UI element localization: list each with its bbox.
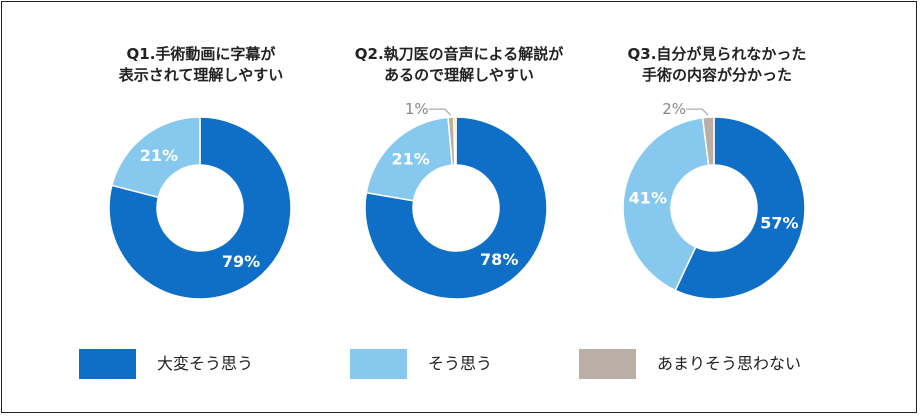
- title-line: あるので理解しやすい: [384, 66, 534, 84]
- legend-label-disagree: あまりそう思わない: [657, 354, 802, 373]
- chart-title-q3: Q3.自分が見られなかった 手術の内容が分かった: [587, 44, 847, 86]
- leader-line: [428, 108, 452, 116]
- slice-label: 21%: [391, 150, 429, 169]
- donut-slice: [701, 116, 715, 167]
- slice-label: 78%: [480, 250, 518, 269]
- slice-label: 57%: [760, 214, 798, 233]
- donut-slice: [110, 116, 201, 199]
- slice-label: 41%: [629, 189, 667, 208]
- legend-swatch-strongly-agree: [79, 349, 136, 379]
- title-line: 表示されて理解しやすい: [118, 66, 284, 84]
- chart-title-q1: Q1.手術動画に字幕が 表示されて理解しやすい: [71, 44, 331, 86]
- donut-slice: [674, 116, 806, 300]
- legend-swatch-disagree: [579, 349, 636, 379]
- donut-slice: [452, 116, 457, 166]
- title-line: Q2.執刀医の音声による解説が: [354, 45, 564, 63]
- slice-label: 79%: [222, 252, 260, 271]
- legend-swatch-agree: [350, 349, 407, 379]
- leader-line: [686, 108, 709, 116]
- chart-title-q2: Q2.執刀医の音声による解説が あるので理解しやすい: [329, 44, 589, 86]
- donut-slice: [108, 116, 292, 300]
- slice-label: 21%: [140, 146, 178, 165]
- donut-slice: [364, 116, 548, 300]
- title-line: Q3.自分が見られなかった: [627, 45, 807, 63]
- title-line: Q1.手術動画に字幕が: [126, 45, 276, 63]
- title-line: 手術の内容が分かった: [641, 66, 792, 84]
- donut-slice: [622, 116, 710, 292]
- legend-label-agree: そう思う: [428, 354, 493, 373]
- slice-label: 2%: [662, 100, 686, 118]
- donut-slice: [365, 116, 454, 202]
- legend-label-strongly-agree: 大変そう思う: [157, 354, 254, 373]
- slice-label: 1%: [405, 100, 429, 118]
